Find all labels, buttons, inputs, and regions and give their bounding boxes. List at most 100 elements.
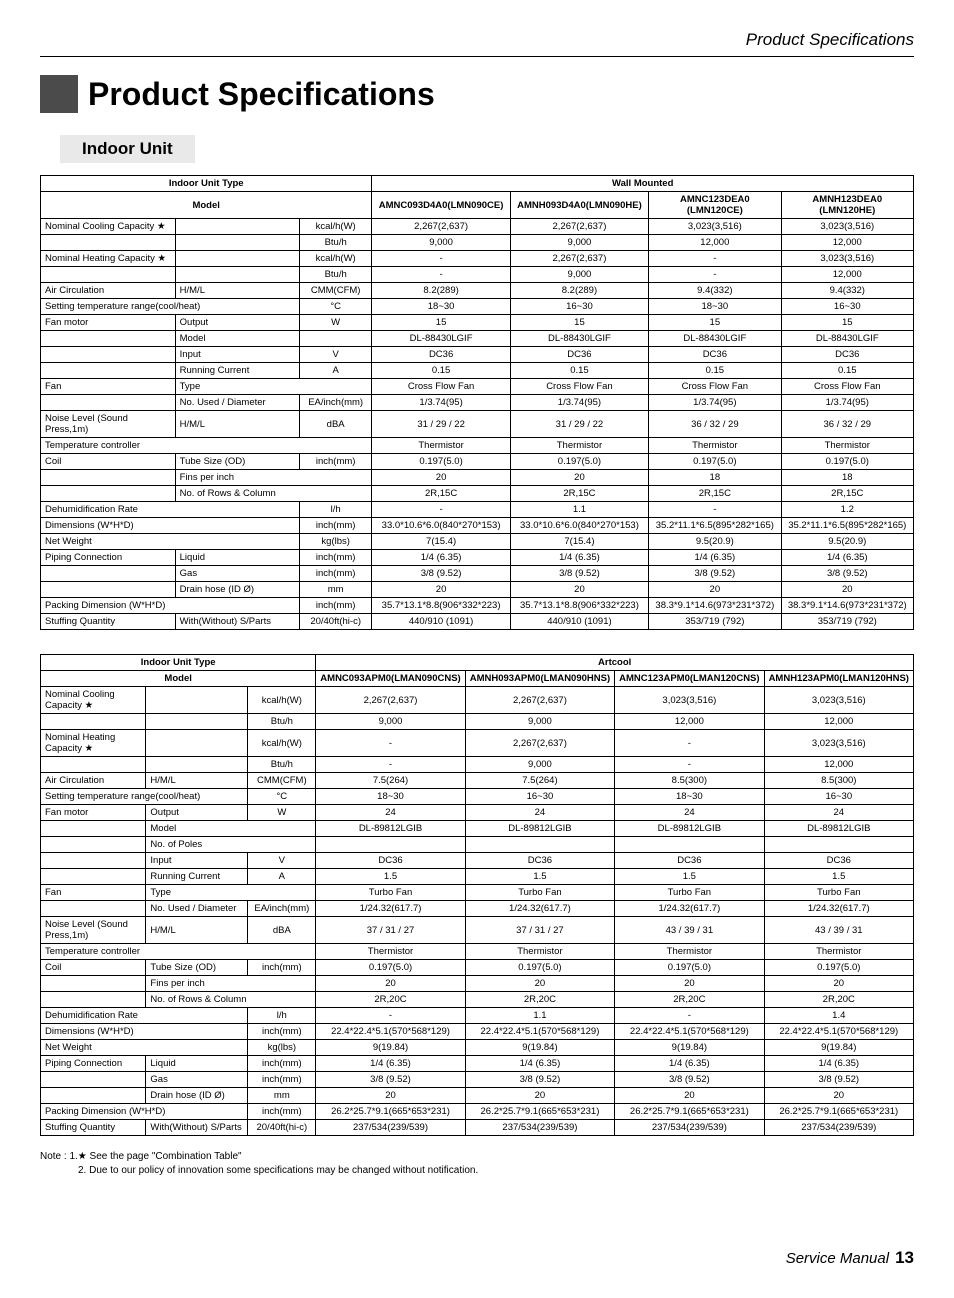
row-label xyxy=(41,347,176,363)
row-label: Fan xyxy=(41,885,146,901)
row-unit xyxy=(299,331,371,347)
row-sublabel: Drain hose (ID Ø) xyxy=(146,1088,248,1104)
row-unit: 20/40ft(hi-c) xyxy=(248,1120,316,1136)
cell: 3/8 (9.52) xyxy=(316,1072,465,1088)
row-label: Nominal Cooling Capacity ★ xyxy=(41,687,146,714)
cell: 9.4(332) xyxy=(649,283,781,299)
cell: 38.3*9.1*14.6(973*231*372) xyxy=(649,598,781,614)
cell: 43 / 39 / 31 xyxy=(615,917,764,944)
cell: 2R,15C xyxy=(781,486,913,502)
cell: 3,023(3,516) xyxy=(764,730,913,757)
row-sublabel: No. of Poles xyxy=(146,837,316,853)
page: Product Specifications Product Specifica… xyxy=(0,0,954,1298)
row-sublabel xyxy=(175,219,299,235)
cell: - xyxy=(316,730,465,757)
row-sublabel: Input xyxy=(146,853,248,869)
cell: DC36 xyxy=(465,853,614,869)
row-label: Dehumidification Rate xyxy=(41,1008,248,1024)
cell: 0.197(5.0) xyxy=(649,454,781,470)
cell: 0.15 xyxy=(372,363,510,379)
cell: 9(19.84) xyxy=(316,1040,465,1056)
row-sublabel: Running Current xyxy=(175,363,299,379)
model-header-1: AMNH093D4A0(LMN090HE) xyxy=(510,192,648,219)
cell: 18~30 xyxy=(649,299,781,315)
cell: 1/4 (6.35) xyxy=(781,550,913,566)
row-label: Temperature controller xyxy=(41,438,372,454)
cell: 0.197(5.0) xyxy=(372,454,510,470)
cell: - xyxy=(615,730,764,757)
cell: 26.2*25.7*9.1(665*653*231) xyxy=(465,1104,614,1120)
model-header-0: AMNC093D4A0(LMN090CE) xyxy=(372,192,510,219)
cell: 1.5 xyxy=(764,869,913,885)
cell: 1/4 (6.35) xyxy=(764,1056,913,1072)
row-unit: l/h xyxy=(299,502,371,518)
cell: 12,000 xyxy=(615,714,764,730)
row-unit: Btu/h xyxy=(248,714,316,730)
row-unit: °C xyxy=(299,299,371,315)
cell: 20 xyxy=(649,582,781,598)
row-sublabel: H/M/L xyxy=(175,283,299,299)
cell: 20 xyxy=(615,976,764,992)
row-label xyxy=(41,869,146,885)
cell: 2,267(2,637) xyxy=(372,219,510,235)
row-sublabel: Liquid xyxy=(175,550,299,566)
cell: - xyxy=(649,267,781,283)
row-label xyxy=(41,837,146,853)
cell: DL-88430LGIF xyxy=(649,331,781,347)
cell: 3/8 (9.52) xyxy=(781,566,913,582)
cell: Turbo Fan xyxy=(615,885,764,901)
row-unit: inch(mm) xyxy=(299,598,371,614)
cell: 31 / 29 / 22 xyxy=(510,411,648,438)
row-unit: Btu/h xyxy=(299,267,371,283)
row-sublabel: Type xyxy=(146,885,316,901)
cell: 0.197(5.0) xyxy=(465,960,614,976)
row-unit: EA/inch(mm) xyxy=(248,901,316,917)
cell: 24 xyxy=(316,805,465,821)
row-unit: inch(mm) xyxy=(299,454,371,470)
cell: 12,000 xyxy=(781,267,913,283)
cell: DL-89812LGIB xyxy=(316,821,465,837)
cell: DL-88430LGIF xyxy=(510,331,648,347)
row-sublabel: H/M/L xyxy=(175,411,299,438)
cell: 2R,20C xyxy=(615,992,764,1008)
cell: DL-88430LGIF xyxy=(372,331,510,347)
cell: 0.197(5.0) xyxy=(510,454,648,470)
cell: 1/3.74(95) xyxy=(649,395,781,411)
spec-table-artcool: Indoor Unit TypeArtcoolModelAMNC093APM0(… xyxy=(40,654,914,1136)
row-unit: mm xyxy=(299,582,371,598)
cell: 0.197(5.0) xyxy=(615,960,764,976)
cell: 2,267(2,637) xyxy=(465,730,614,757)
cell: 15 xyxy=(372,315,510,331)
model-header-2: AMNC123APM0(LMAN120CNS) xyxy=(615,671,764,687)
row-label: Fan motor xyxy=(41,315,176,331)
cell: Thermistor xyxy=(764,944,913,960)
row-label: Setting temperature range(cool/heat) xyxy=(41,789,248,805)
cell: Turbo Fan xyxy=(465,885,614,901)
cell: DC36 xyxy=(615,853,764,869)
cell: 22.4*22.4*5.1(570*568*129) xyxy=(465,1024,614,1040)
row-sublabel: Input xyxy=(175,347,299,363)
cell: 9.4(332) xyxy=(781,283,913,299)
row-unit: mm xyxy=(248,1088,316,1104)
cell: 20 xyxy=(510,470,648,486)
cell: DC36 xyxy=(372,347,510,363)
row-label xyxy=(41,1088,146,1104)
cell: 0.197(5.0) xyxy=(781,454,913,470)
row-sublabel: Type xyxy=(175,379,372,395)
cell: 35.2*11.1*6.5(895*282*165) xyxy=(649,518,781,534)
cell: 3/8 (9.52) xyxy=(510,566,648,582)
model-header-2: AMNC123DEA0 (LMN120CE) xyxy=(649,192,781,219)
row-label: Net Weight xyxy=(41,534,300,550)
model-header-3: AMNH123DEA0 (LMN120HE) xyxy=(781,192,913,219)
footer-page-number: 13 xyxy=(895,1248,914,1268)
row-label xyxy=(41,901,146,917)
cell: 7(15.4) xyxy=(372,534,510,550)
row-label xyxy=(41,976,146,992)
row-sublabel xyxy=(146,687,248,714)
cell: 1.5 xyxy=(615,869,764,885)
cell: 33.0*10.6*6.0(840*270*153) xyxy=(372,518,510,534)
cell: 22.4*22.4*5.1(570*568*129) xyxy=(764,1024,913,1040)
row-sublabel: Model xyxy=(146,821,316,837)
row-label: Stuffing Quantity xyxy=(41,1120,146,1136)
row-sublabel xyxy=(146,730,248,757)
